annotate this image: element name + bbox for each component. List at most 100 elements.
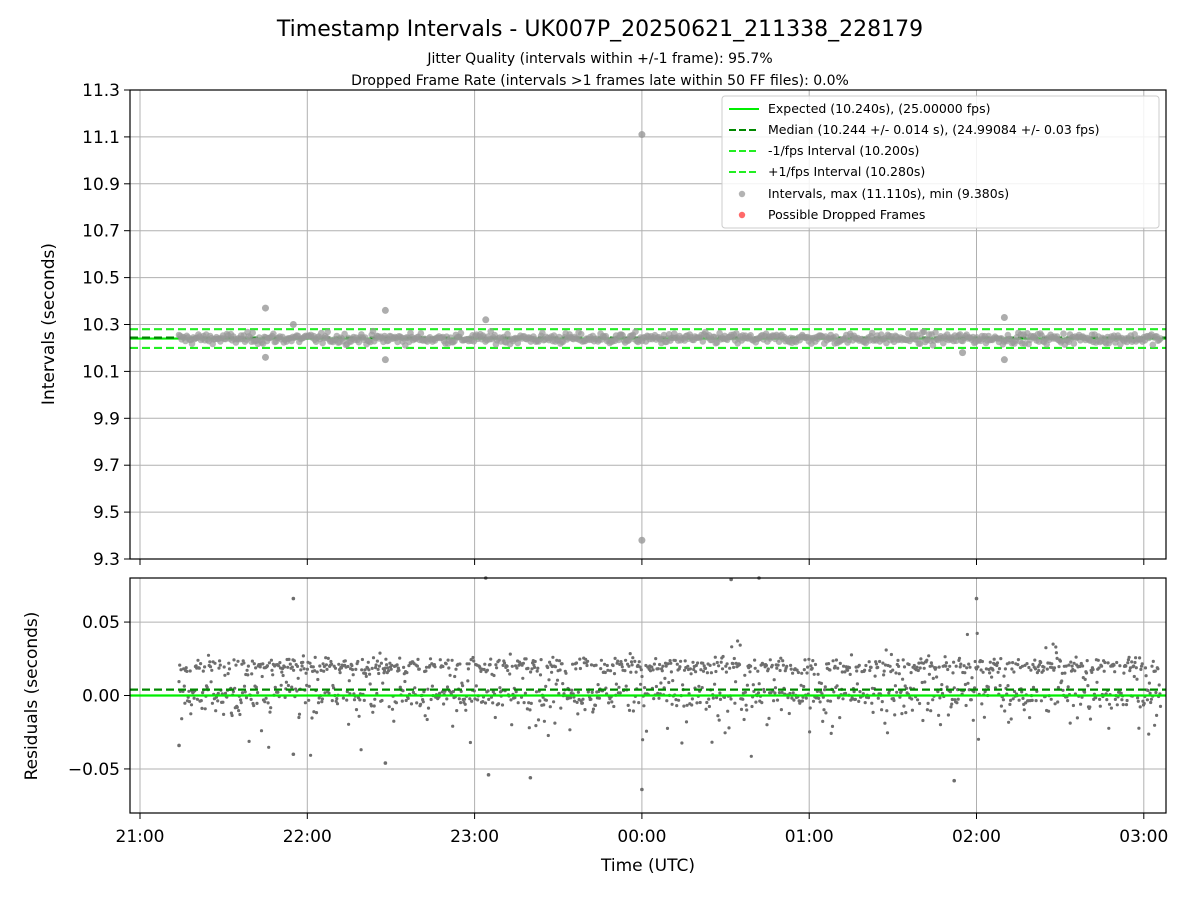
residual-point (844, 691, 848, 695)
residual-point (269, 706, 273, 710)
residual-point (1144, 674, 1148, 678)
residual-point (1143, 666, 1148, 670)
residual-point (330, 662, 334, 666)
residual-point (237, 709, 241, 713)
residual-point (1105, 698, 1109, 702)
residual-point (1058, 659, 1062, 663)
residual-point (578, 657, 582, 661)
x-tick-label: 03:00 (1119, 827, 1168, 847)
residual-point (269, 658, 273, 662)
residual-point (589, 663, 594, 667)
residual-point (473, 697, 477, 701)
residual-point (470, 699, 474, 703)
residual-point (776, 663, 780, 667)
residual-point (250, 672, 254, 676)
residual-point (287, 657, 291, 662)
residual-point (483, 701, 488, 705)
residual-point (295, 689, 299, 693)
residual-point (314, 711, 319, 715)
residual-point (548, 660, 552, 664)
residual-point (988, 671, 992, 675)
residual-point (1044, 646, 1048, 650)
residual-point (818, 700, 822, 704)
residual-point (725, 662, 729, 666)
residual-point (493, 715, 497, 720)
residual-point (918, 666, 922, 670)
residual-point (767, 716, 771, 721)
residual-point (885, 731, 890, 735)
residual-point (1112, 663, 1116, 667)
residual-point (1083, 690, 1087, 694)
residual-point (766, 667, 770, 671)
residual-outlier-point (640, 787, 644, 792)
residual-point (213, 661, 217, 665)
interval-point (632, 328, 639, 336)
residual-point (981, 670, 985, 674)
residual-point (347, 722, 351, 726)
residual-point (768, 658, 772, 662)
residual-point (491, 701, 495, 705)
residual-point (1030, 698, 1034, 703)
residual-point (557, 691, 561, 696)
residual-point (777, 659, 781, 663)
residual-point (664, 664, 668, 668)
residual-point (674, 698, 678, 702)
residual-point (1009, 717, 1013, 721)
residual-point (682, 704, 686, 708)
residual-point (497, 658, 501, 662)
residual-point (773, 691, 777, 695)
residual-point (1079, 661, 1083, 666)
residual-point (745, 683, 750, 687)
residual-point (773, 686, 778, 690)
residual-point (358, 698, 362, 702)
residual-point (354, 667, 358, 672)
residual-point (666, 662, 670, 666)
residual-point (558, 668, 562, 672)
residual-point (1095, 680, 1099, 684)
residual-point (1024, 701, 1028, 705)
residual-point (1034, 699, 1038, 703)
residual-point (1136, 696, 1140, 700)
residual-point (279, 683, 283, 687)
residual-point (367, 668, 371, 672)
residual-point (320, 697, 324, 701)
intervals-y-tick-label: 10.5 (82, 269, 120, 289)
residual-point (969, 698, 973, 702)
residual-point (880, 708, 884, 712)
residual-point (841, 697, 845, 701)
residual-point (416, 657, 420, 662)
residual-point (428, 664, 432, 668)
residual-point (201, 691, 205, 695)
residual-point (1029, 668, 1033, 672)
residual-point (510, 723, 514, 727)
residual-point (614, 682, 619, 686)
residual-point (177, 680, 181, 684)
residual-point (351, 673, 355, 677)
residuals-points (177, 576, 1163, 792)
residual-point (1158, 704, 1163, 709)
residual-point (1081, 664, 1085, 668)
residual-point (539, 658, 543, 662)
residual-point (613, 656, 617, 661)
residual-point (1153, 723, 1157, 727)
residual-point (1134, 666, 1138, 670)
residual-point (406, 696, 410, 701)
residual-point (836, 666, 840, 670)
residual-outlier-point (974, 596, 979, 601)
residual-point (421, 700, 425, 704)
residual-point (892, 698, 896, 703)
residual-point (982, 715, 987, 719)
residual-point (965, 666, 969, 670)
residual-point (343, 659, 347, 663)
residual-point (1056, 685, 1060, 690)
interval-point (249, 329, 256, 337)
residual-point (515, 666, 519, 670)
residual-point (697, 684, 701, 688)
residual-point (270, 668, 274, 672)
residual-outlier-point (291, 752, 296, 757)
residual-point (1003, 667, 1008, 671)
residual-point (387, 705, 391, 709)
residual-point (736, 639, 740, 643)
interval-outlier-point (482, 316, 490, 324)
residual-point (1070, 664, 1074, 668)
